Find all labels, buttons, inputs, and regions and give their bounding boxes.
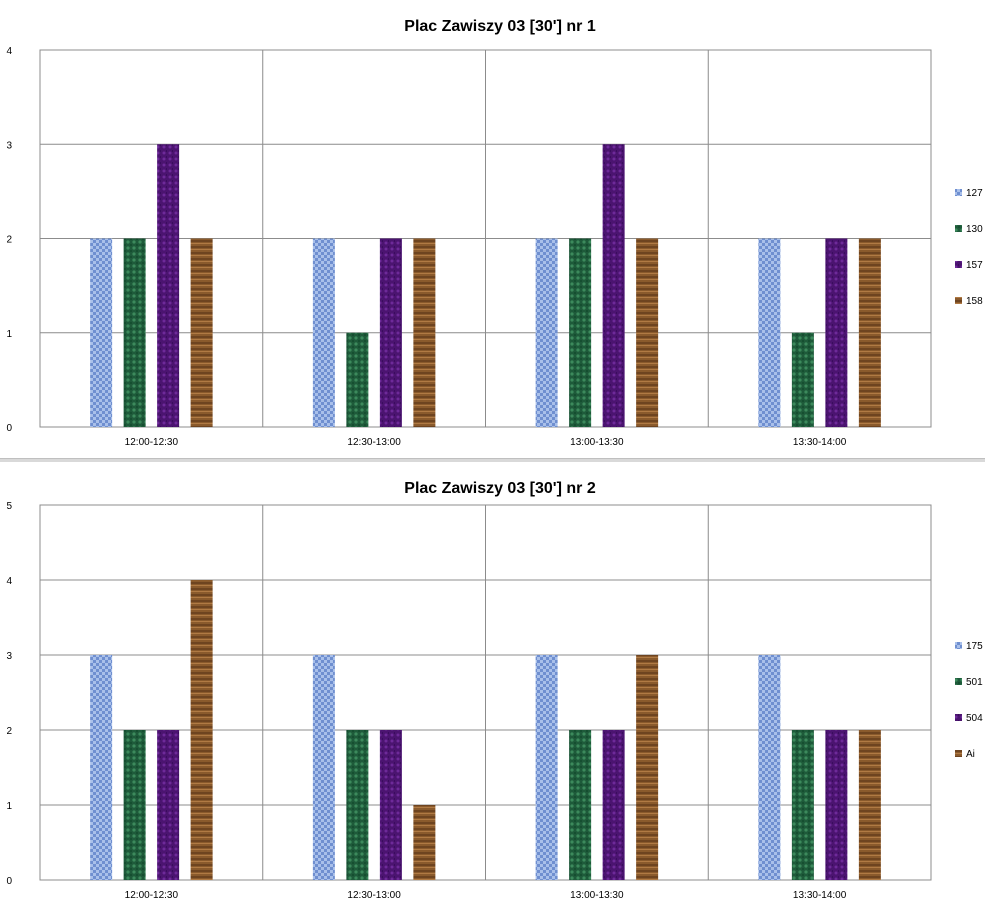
bar-501-12:00-12:30: [123, 730, 146, 880]
bar-175-12:30-13:00: [312, 655, 335, 880]
legend-label: 127: [966, 188, 983, 199]
x-tick-label: 12:00-12:30: [125, 890, 179, 901]
bar-158-12:30-13:00: [413, 238, 436, 427]
bar-157-12:00-12:30: [157, 144, 180, 427]
bar-175-13:00-13:30: [535, 655, 558, 880]
y-tick-label: 3: [6, 140, 12, 151]
legend-label: 130: [966, 224, 983, 235]
bar-504-12:00-12:30: [157, 730, 180, 880]
bar-Ai-13:30-14:00: [858, 730, 881, 880]
legend-swatch: [955, 714, 962, 721]
y-tick-label: 1: [6, 801, 12, 812]
bar-501-13:00-13:30: [569, 730, 592, 880]
legend-swatch: [955, 642, 962, 649]
x-tick-label: 12:00-12:30: [125, 437, 179, 448]
bar-157-13:00-13:30: [602, 144, 625, 427]
legend-label: Ai: [966, 749, 975, 760]
y-tick-label: 3: [6, 651, 12, 662]
legend-label: 158: [966, 296, 983, 307]
legend-swatch: [955, 750, 962, 757]
y-tick-label: 2: [6, 235, 12, 246]
bar-127-12:00-12:30: [90, 238, 113, 427]
legend-swatch: [955, 225, 962, 232]
bar-157-12:30-13:00: [379, 238, 402, 427]
y-tick-label: 4: [6, 46, 12, 57]
bar-Ai-12:00-12:30: [190, 580, 213, 880]
y-tick-label: 1: [6, 329, 12, 340]
bar-501-13:30-14:00: [791, 730, 814, 880]
x-tick-label: 13:00-13:30: [570, 890, 624, 901]
chart-panel-1: Plac Zawiszy 03 [30'] nr 1 0 1 2 3 4 12:00-12…: [6, 18, 984, 448]
legend-label: 504: [966, 713, 983, 724]
bar-158-13:00-13:30: [636, 238, 659, 427]
chart-panel-2: Plac Zawiszy 03 [30'] nr 2 0 1 2 3 4 5 12:00-1…: [0, 462, 985, 909]
legend-swatch: [955, 189, 962, 196]
bar-158-12:00-12:30: [190, 238, 213, 427]
x-tick-label: 12:30-13:00: [347, 890, 401, 901]
bar-127-13:30-14:00: [758, 238, 781, 427]
bar-Ai-13:00-13:30: [636, 655, 659, 880]
x-tick-label: 13:30-14:00: [793, 437, 847, 448]
legend-swatch: [955, 678, 962, 685]
bar-501-12:30-13:00: [346, 730, 369, 880]
bar-504-12:30-13:00: [379, 730, 402, 880]
bar-Ai-12:30-13:00: [413, 805, 436, 880]
legend-swatch: [955, 297, 962, 304]
bar-chart-1: 0 1 2 3 4 12:00-12:30 12:30-13:00 13:00-13:30 13…: [6, 46, 983, 448]
legend-label: 501: [966, 677, 983, 688]
bar-127-13:00-13:30: [535, 238, 558, 427]
bar-504-13:30-14:00: [825, 730, 848, 880]
bar-158-13:30-14:00: [858, 238, 881, 427]
x-tick-label: 13:00-13:30: [570, 437, 624, 448]
bar-175-13:30-14:00: [758, 655, 781, 880]
chart-title: Plac Zawiszy 03 [30'] nr 1: [404, 18, 596, 35]
bar-127-12:30-13:00: [312, 238, 335, 427]
legend-label: 175: [966, 641, 983, 652]
legend-label: 157: [966, 260, 983, 271]
bar-130-12:30-13:00: [346, 332, 369, 427]
bar-chart-2: 0 1 2 3 4 5 12:00-12:30 12:30-13:00 13:00-13:30 1…: [6, 501, 983, 901]
chart-divider: [0, 458, 985, 463]
bar-130-13:30-14:00: [791, 332, 814, 427]
legend-swatch: [955, 261, 962, 268]
y-tick-label: 2: [6, 726, 12, 737]
y-tick-label: 5: [6, 501, 12, 512]
chart-title: Plac Zawiszy 03 [30'] nr 2: [404, 480, 596, 497]
bar-504-13:00-13:30: [602, 730, 625, 880]
x-tick-label: 13:30-14:00: [793, 890, 847, 901]
y-tick-label: 0: [6, 876, 12, 887]
y-tick-label: 4: [6, 576, 12, 587]
y-tick-label: 0: [6, 423, 12, 434]
bar-130-13:00-13:30: [569, 238, 592, 427]
x-tick-label: 12:30-13:00: [347, 437, 401, 448]
bar-157-13:30-14:00: [825, 238, 848, 427]
bar-175-12:00-12:30: [90, 655, 113, 880]
bar-130-12:00-12:30: [123, 238, 146, 427]
